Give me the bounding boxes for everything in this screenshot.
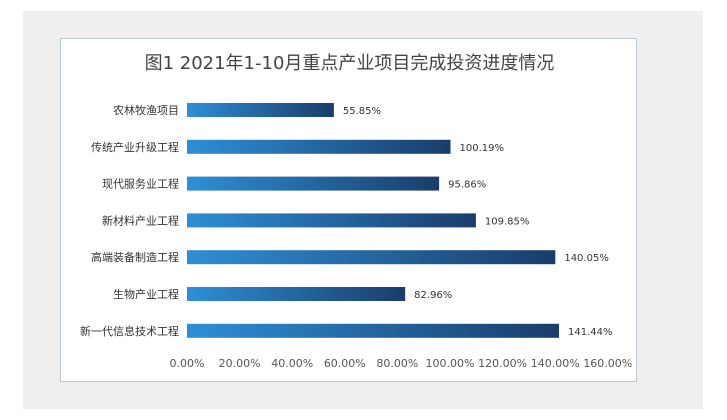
- x-tick-label: 100.00%: [426, 357, 475, 370]
- bar: [187, 176, 440, 191]
- bar: [187, 323, 559, 338]
- data-label: 95.86%: [448, 180, 486, 191]
- data-label: 55.85%: [343, 106, 381, 117]
- bar: [187, 213, 476, 228]
- bar: [187, 103, 334, 117]
- category-label: 生物产业工程: [113, 287, 179, 301]
- x-tick-label: 120.00%: [478, 357, 527, 370]
- x-tick-label: 0.00%: [170, 357, 205, 370]
- x-tick-label: 140.00%: [531, 357, 580, 370]
- chart-title: 图1 2021年1-10月重点产业项目完成投资进度情况: [144, 53, 555, 74]
- category-label: 现代服务业工程: [102, 178, 179, 191]
- x-tick-label: 60.00%: [324, 357, 366, 370]
- data-label: 82.96%: [414, 290, 452, 301]
- category-label: 传统产业升级工程: [91, 140, 179, 154]
- x-tick-label: 80.00%: [376, 357, 418, 370]
- category-label: 高端装备制造工程: [91, 250, 179, 264]
- x-tick-label: 40.00%: [271, 357, 313, 370]
- x-tick-label: 160.00%: [583, 357, 632, 370]
- bar: [187, 139, 451, 154]
- x-tick-label: 20.00%: [219, 357, 261, 370]
- data-label: 100.19%: [459, 143, 504, 154]
- category-label: 新一代信息技术工程: [80, 324, 179, 338]
- data-label: 141.44%: [568, 327, 613, 338]
- data-label: 140.05%: [564, 253, 609, 264]
- bar: [187, 287, 406, 301]
- category-label: 新材料产业工程: [102, 213, 179, 227]
- bars-group: 农林牧渔项目 55.85% 传统产业升级工程 100.19% 现代服务业工程 95.86%…: [80, 103, 632, 370]
- data-label: 109.85%: [485, 216, 530, 227]
- bar: [187, 250, 556, 265]
- category-label: 农林牧渔项目: [113, 103, 179, 117]
